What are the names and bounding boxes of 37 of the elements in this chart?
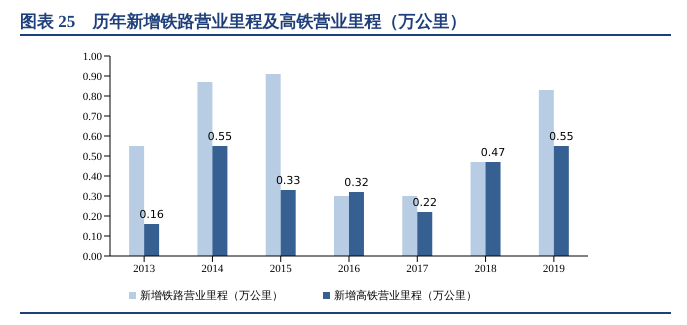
legend-label: 新增铁路营业里程（万公里） bbox=[140, 289, 283, 302]
x-tick-label: 2018 bbox=[474, 262, 498, 275]
y-tick-label: 0.30 bbox=[82, 190, 102, 203]
bar bbox=[212, 146, 228, 256]
data-label: 0.47 bbox=[480, 146, 506, 159]
bar bbox=[348, 192, 364, 256]
data-label: 0.32 bbox=[344, 176, 369, 189]
x-tick-label: 2013 bbox=[133, 262, 156, 275]
y-tick-label: 0.10 bbox=[82, 230, 102, 243]
bar bbox=[417, 212, 432, 256]
y-tick-label: 0.40 bbox=[82, 170, 102, 183]
x-tick-label: 2017 bbox=[406, 262, 429, 275]
x-tick-label: 2016 bbox=[338, 262, 360, 275]
y-tick-label: 0.90 bbox=[82, 70, 102, 83]
legend-label: 新增高铁营业里程（万公里） bbox=[334, 289, 477, 302]
bar bbox=[334, 196, 349, 256]
y-tick-label: 0.70 bbox=[82, 110, 102, 123]
data-label: 0.16 bbox=[139, 208, 164, 221]
bar bbox=[144, 224, 160, 256]
bar bbox=[486, 162, 501, 256]
data-label: 0.33 bbox=[276, 174, 300, 187]
x-tick-label: 2014 bbox=[201, 262, 224, 275]
bar bbox=[280, 190, 296, 256]
y-tick-label: 0.20 bbox=[82, 210, 102, 223]
y-tick-label: 0.00 bbox=[82, 250, 102, 263]
y-tick-label: 0.80 bbox=[82, 90, 102, 103]
y-tick-label: 1.00 bbox=[82, 50, 102, 63]
x-tick-label: 2015 bbox=[270, 262, 292, 275]
data-label: 0.55 bbox=[549, 130, 574, 143]
bar bbox=[470, 162, 486, 256]
y-tick-label: 0.60 bbox=[82, 130, 102, 143]
x-tick-label: 2019 bbox=[542, 262, 566, 275]
y-tick-label: 0.50 bbox=[82, 150, 102, 163]
data-label: 0.22 bbox=[412, 196, 438, 209]
data-label: 0.55 bbox=[208, 130, 232, 143]
bar bbox=[554, 146, 569, 256]
chart-title: 图表 25 历年新增铁路营业里程及高铁营业里程（万公里） bbox=[20, 11, 466, 33]
